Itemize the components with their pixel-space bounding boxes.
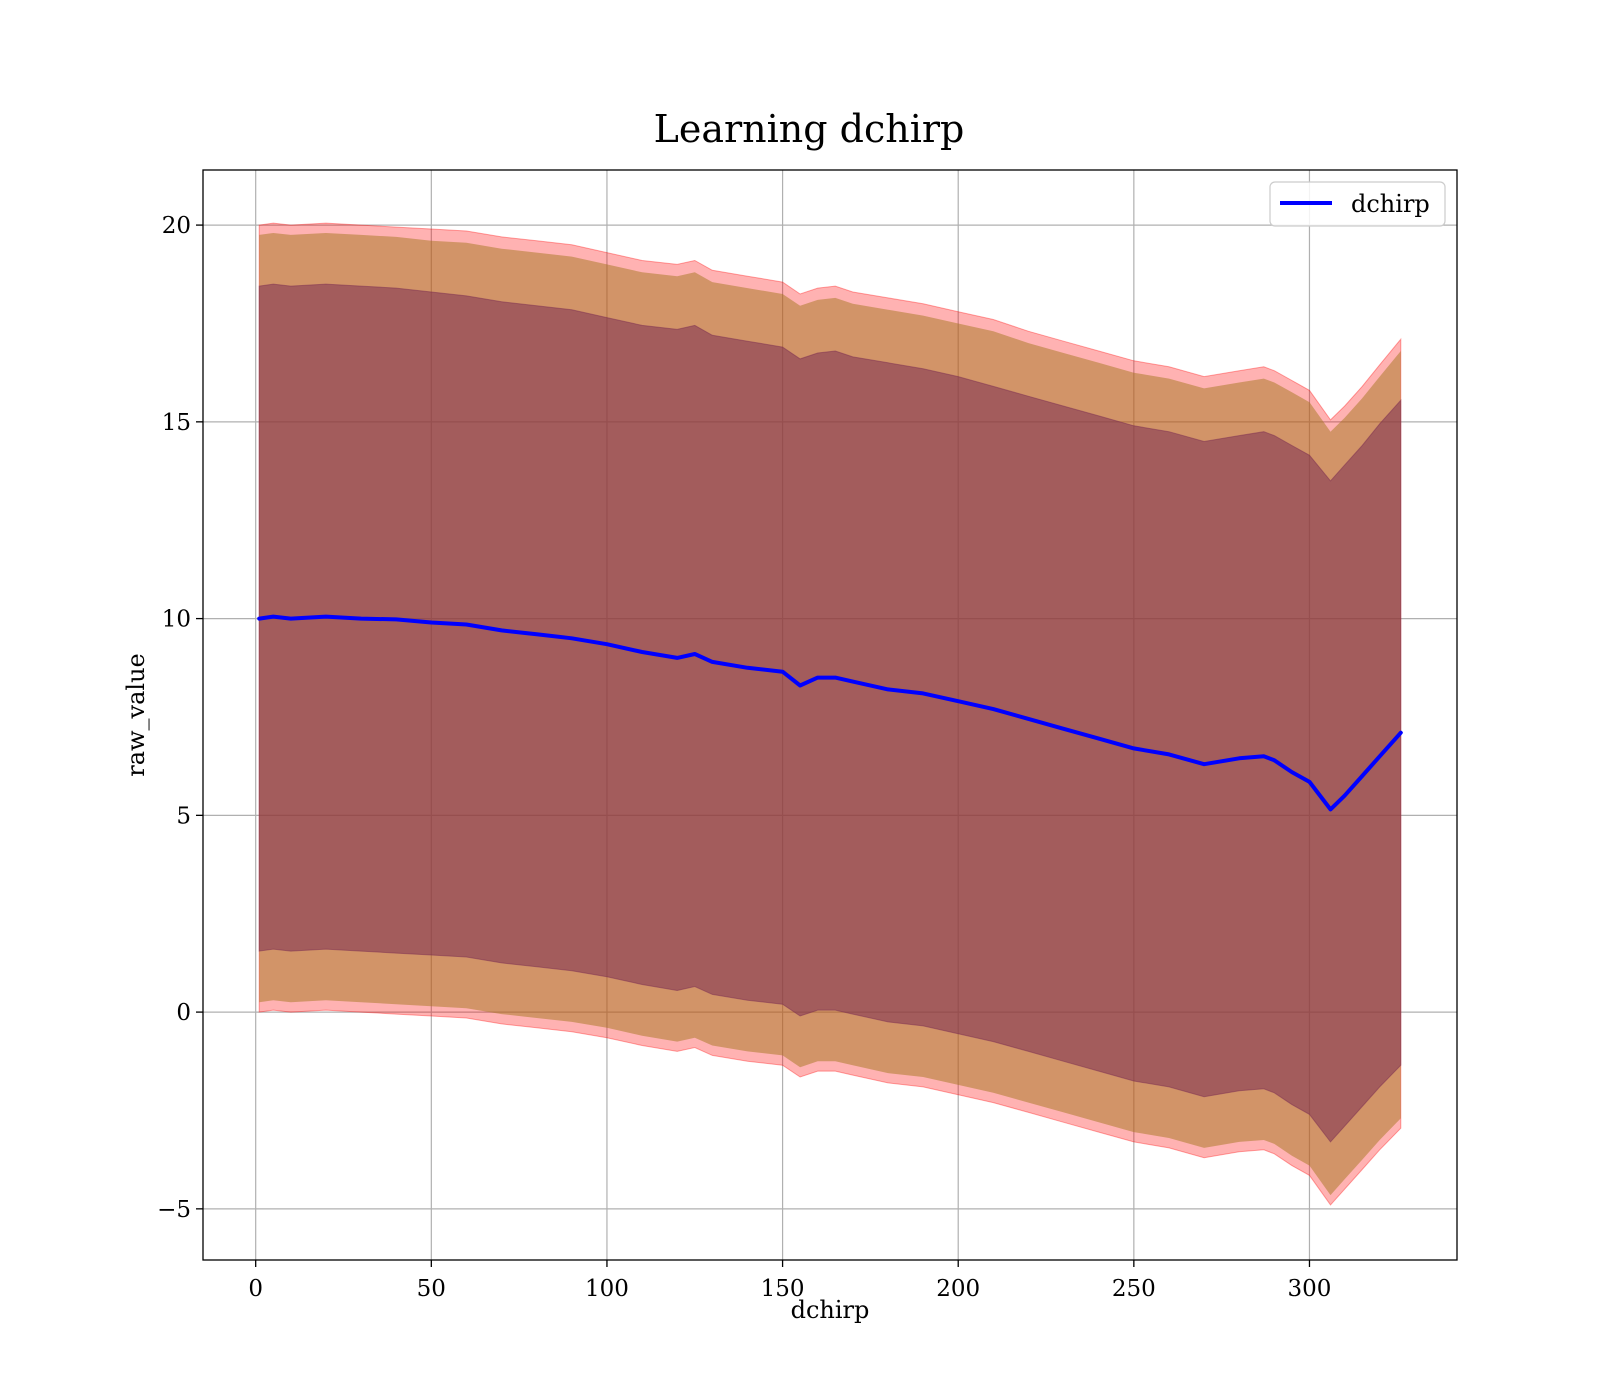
series-line-dchirp	[257, 614, 1403, 812]
y-tick-label: −5	[157, 1197, 191, 1223]
y-axis-label: raw_value	[122, 653, 150, 777]
legend-label-dchirp: dchirp	[1351, 190, 1430, 218]
x-tick-label: 50	[417, 1276, 446, 1302]
legend-box	[1269, 181, 1446, 227]
y-tick-label: 10	[162, 607, 191, 633]
y-tick-label: 5	[176, 803, 191, 829]
plot-frame	[202, 169, 1458, 1261]
x-axis-label: dchirp	[791, 1296, 870, 1324]
x-tick-label: 0	[248, 1276, 263, 1302]
x-tick-label: 150	[761, 1276, 805, 1302]
x-tick-label: 100	[585, 1276, 629, 1302]
chart-title: Learning dchirp	[654, 107, 965, 151]
series-lines	[257, 614, 1403, 812]
confidence-bands	[258, 222, 1402, 1206]
x-tick-label: 200	[936, 1276, 980, 1302]
band-inner	[258, 283, 1402, 1143]
y-tick-label: 0	[176, 1000, 191, 1026]
legend: dchirp	[1269, 181, 1446, 227]
y-axis-ticks: −5 0 5 10 15 20	[157, 213, 203, 1223]
x-tick-label: 300	[1288, 1276, 1332, 1302]
y-tick-label: 15	[162, 410, 191, 436]
y-tick-label: 20	[162, 213, 191, 239]
x-tick-label: 250	[1112, 1276, 1156, 1302]
x-axis-ticks: 0 50 100 150 200 250 300	[248, 1260, 1331, 1302]
